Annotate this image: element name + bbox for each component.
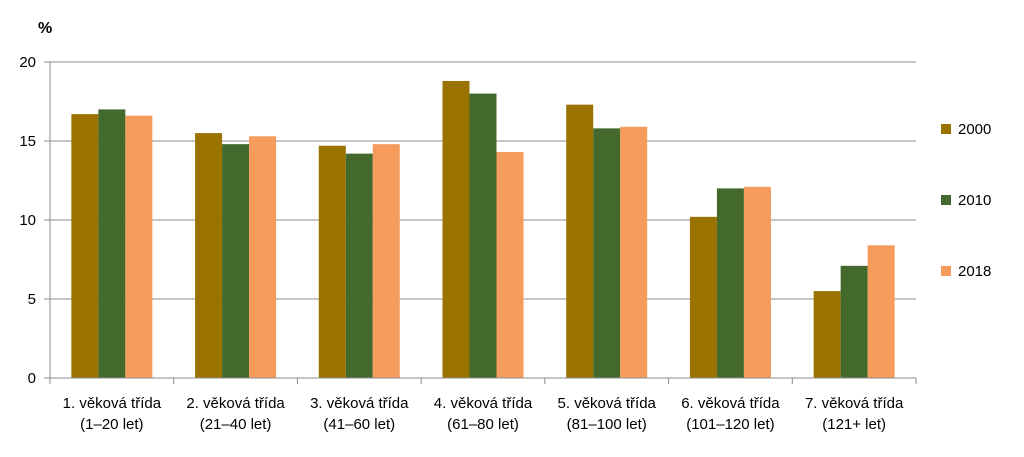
bar-2018-3: [372, 144, 400, 378]
bar-2018-2: [249, 136, 277, 378]
bar-2018-6: [743, 186, 771, 378]
x-tick-label: 3. věková třída (41–60 let): [310, 395, 409, 433]
legend-swatch-2000: [941, 124, 951, 134]
y-axis-ticks: 0 5 10 15 20: [19, 54, 36, 387]
bar-2010-4: [469, 93, 497, 378]
x-axis-labels: 1. věková třída (1–20 let) 2. věková třída…: [63, 395, 904, 433]
y-axis-label: %: [38, 20, 52, 37]
y-tick-label: 20: [19, 54, 36, 71]
legend-label-2010: 2010: [958, 192, 991, 209]
y-tick-label: 15: [19, 133, 36, 150]
legend-label-2018: 2018: [958, 263, 991, 280]
x-tick-label: 1. věková třída (1–20 let): [63, 395, 162, 433]
x-tick-label: 2. věková třída (21–40 let): [186, 395, 285, 433]
legend-swatch-2010: [941, 195, 951, 205]
bar-2010-2: [222, 144, 250, 378]
bar-2010-1: [98, 109, 126, 379]
bar-2018-7: [867, 245, 895, 378]
bar-2000-6: [689, 216, 717, 378]
bar-2000-4: [442, 80, 470, 379]
y-tick-label: 0: [28, 370, 36, 387]
bar-2000-3: [318, 145, 346, 378]
legend-swatch-2018: [941, 266, 951, 276]
bar-2000-2: [195, 133, 223, 378]
bar-2018-1: [125, 115, 153, 378]
bar-2000-7: [813, 291, 841, 378]
bar-2010-5: [593, 128, 621, 378]
x-tick-label: 4. věková třída (61–80 let): [434, 395, 533, 433]
x-tick-label: 5. věková třída (81–100 let): [558, 395, 657, 433]
x-axis: [44, 61, 917, 384]
bar-2000-5: [566, 104, 594, 378]
legend-label-2000: 2000: [958, 121, 991, 138]
bar-2010-3: [345, 153, 373, 378]
y-tick-label: 10: [19, 212, 36, 229]
bar-2000-1: [71, 114, 99, 378]
bar-2018-4: [496, 152, 524, 378]
bar-2010-7: [840, 265, 868, 378]
x-tick-label: 7. věková třída (121+ let): [805, 395, 904, 433]
bars: [71, 80, 895, 379]
bar-2018-5: [620, 126, 648, 378]
bar-2010-6: [716, 188, 744, 378]
y-tick-label: 5: [28, 291, 36, 308]
x-tick-label: 6. věková třída (101–120 let): [681, 395, 780, 433]
legend: 2000 2010 2018: [941, 121, 991, 280]
